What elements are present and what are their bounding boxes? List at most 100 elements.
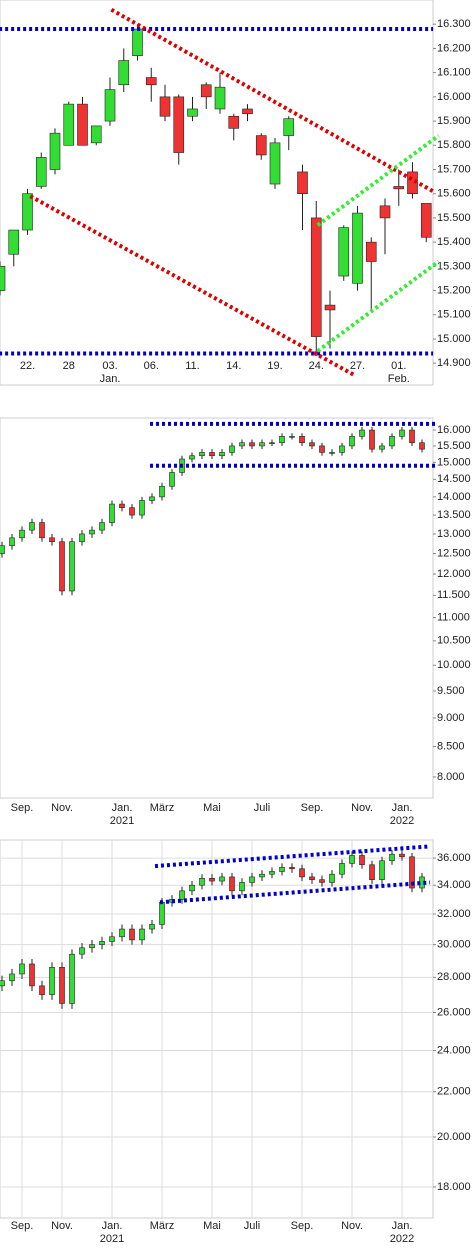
candle-body <box>419 442 425 450</box>
x-tick-label: Mai <box>203 802 221 814</box>
x-tick-label: März <box>150 802 174 814</box>
x-tick-label: 24. <box>309 360 324 372</box>
y-tick-label: 8.500 <box>437 740 465 752</box>
candle-body <box>199 877 205 886</box>
candle-body <box>0 545 5 554</box>
trendline <box>110 7 435 194</box>
candle-body <box>369 429 375 450</box>
x-tick-sublabel: 2022 <box>390 815 414 827</box>
candle-body <box>89 529 95 535</box>
y-tick-label: 24.000 <box>437 1044 471 1056</box>
candle-body <box>149 496 155 501</box>
candle-body <box>219 452 225 457</box>
candle-body <box>228 115 240 129</box>
candle-body <box>242 108 253 115</box>
plot-frame <box>0 417 434 799</box>
y-tick-label: 14.900 <box>437 357 471 369</box>
x-tick-label: Nov. <box>51 802 73 814</box>
candle-body <box>319 879 325 883</box>
y-tick-label: 18.000 <box>437 1181 471 1193</box>
candle-body <box>299 436 305 444</box>
candle-body <box>269 142 281 185</box>
candle-body <box>229 445 235 453</box>
candle-body <box>159 96 171 117</box>
candle-body <box>339 445 345 453</box>
candle-body <box>338 227 350 277</box>
y-tick-label: 12.500 <box>437 547 471 559</box>
candle-body <box>19 963 25 975</box>
candle-body <box>109 936 115 942</box>
candle-body <box>289 867 295 870</box>
candle-body <box>349 436 355 447</box>
candle-body <box>9 973 15 982</box>
candle-body <box>90 125 102 144</box>
candle-body <box>297 171 308 195</box>
candle-body <box>310 217 322 337</box>
candle-body <box>239 882 245 892</box>
candle-body <box>379 860 385 880</box>
y-tick-label: 11.500 <box>437 589 470 601</box>
y-tick-label: 15.500 <box>437 212 471 224</box>
candle-body <box>49 132 61 170</box>
candle-body <box>99 522 105 531</box>
x-tick-label: Sep. <box>11 802 34 814</box>
y-tick-label: 9.500 <box>437 685 465 697</box>
y-tick-label: 15.200 <box>437 284 471 296</box>
candle-body <box>209 877 215 882</box>
candle-body <box>269 442 275 445</box>
candle-body <box>365 241 377 262</box>
y-tick-label: 30.000 <box>437 939 471 951</box>
y-tick-label: 15.000 <box>437 456 471 468</box>
candle-body <box>389 436 395 447</box>
y-tick-label: 8.000 <box>437 771 465 783</box>
y-tick-label: 32.000 <box>437 908 471 920</box>
candle-body <box>279 436 285 444</box>
y-tick-label: 14.500 <box>437 473 471 485</box>
y-tick-label: 15.700 <box>437 163 471 175</box>
trendline <box>316 259 440 353</box>
candle-body <box>359 855 365 866</box>
x-tick-label: Sep. <box>301 802 324 814</box>
candle-body <box>339 863 345 875</box>
candle-body <box>119 928 125 938</box>
y-tick-label: 10.500 <box>437 635 471 647</box>
candle-body <box>63 103 75 146</box>
candle-body <box>89 944 95 949</box>
candle-body <box>255 135 267 156</box>
y-tick-label: 20.000 <box>437 1131 471 1143</box>
candle-body <box>139 500 145 516</box>
x-tick-label: 19. <box>267 360 282 372</box>
candle-body <box>379 205 391 219</box>
candle-body <box>77 103 88 146</box>
x-tick-label: Juli <box>244 1220 261 1232</box>
x-tick-label: Nov. <box>351 802 373 814</box>
candle-body <box>0 266 6 291</box>
x-tick-label: 03. <box>102 360 117 372</box>
candle-body <box>189 884 195 892</box>
x-tick-label: Juli <box>254 802 271 814</box>
x-tick-label: Nov. <box>51 1220 73 1232</box>
candle-body <box>269 871 275 875</box>
candle-body <box>289 436 295 438</box>
y-tick-label: 11.000 <box>437 611 470 623</box>
candle-body <box>279 867 285 872</box>
candle-body <box>239 442 245 447</box>
x-tick-label: 01. <box>391 360 406 372</box>
candle-body <box>9 537 15 546</box>
candle-body <box>19 529 25 539</box>
y-tick-label: 28.000 <box>437 971 471 983</box>
y-tick-label: 15.100 <box>437 309 471 321</box>
candle-body <box>145 77 157 86</box>
candle-body <box>379 445 385 450</box>
candle-body <box>35 157 47 187</box>
candle-body <box>179 890 185 900</box>
candle-body <box>99 941 105 945</box>
y-tick-label: 15.500 <box>437 440 471 452</box>
candle-body <box>249 876 255 883</box>
candle-body <box>249 442 255 447</box>
candle-body <box>409 856 415 889</box>
y-tick-label: 16.000 <box>437 424 471 436</box>
candle-body <box>209 452 215 457</box>
y-tick-label: 16.300 <box>437 18 471 30</box>
